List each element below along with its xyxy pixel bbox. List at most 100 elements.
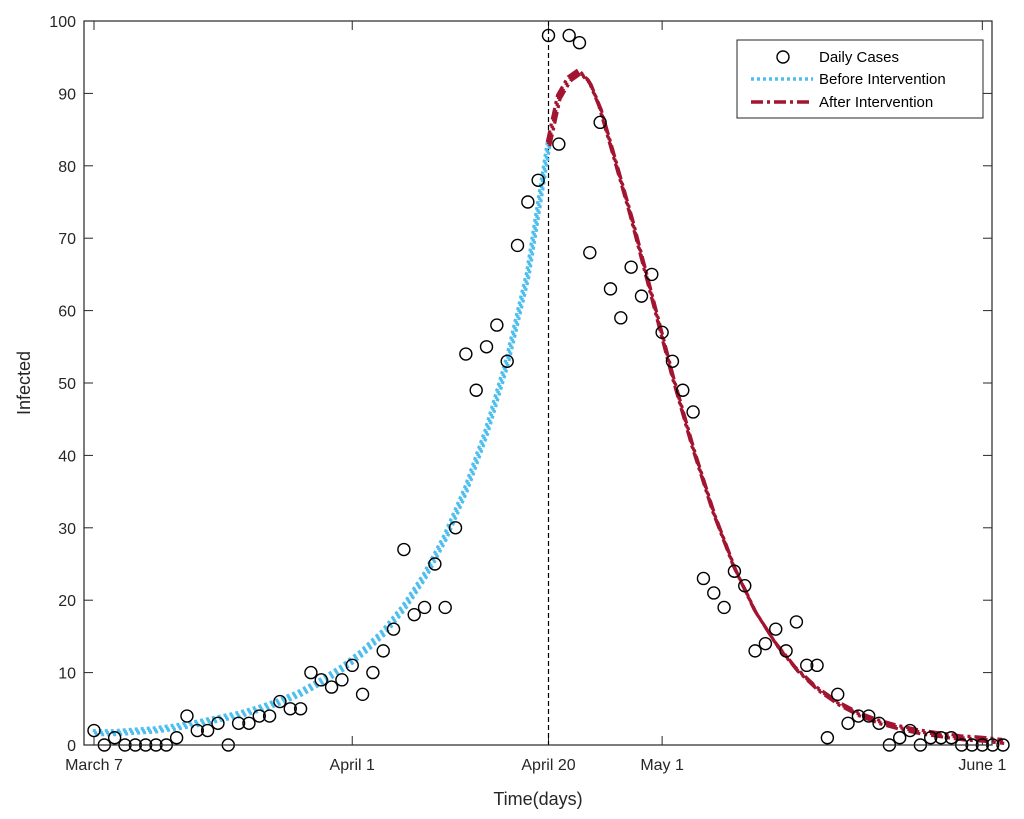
daily-case-point xyxy=(490,318,504,332)
daily-case-point xyxy=(862,709,876,723)
y-tick-label: 80 xyxy=(58,159,76,176)
daily-case-point xyxy=(614,311,628,325)
daily-case-point xyxy=(510,238,525,253)
daily-case-point xyxy=(335,673,349,687)
x-tick-label: April 1 xyxy=(330,757,375,774)
daily-case-point xyxy=(366,665,380,680)
daily-case-point xyxy=(552,137,566,151)
daily-case-point xyxy=(87,723,101,738)
y-tick-label: 100 xyxy=(49,14,76,31)
y-tick-label: 30 xyxy=(58,521,76,538)
before-intervention-curve-band-2 xyxy=(95,145,552,737)
daily-case-point xyxy=(758,636,773,651)
daily-case-point xyxy=(345,658,359,673)
daily-case-point xyxy=(738,579,752,593)
before-intervention-curve-band-0 xyxy=(92,141,549,733)
daily-case-point xyxy=(397,542,411,557)
daily-case-point xyxy=(469,383,483,397)
daily-case-point xyxy=(727,564,742,578)
daily-case-point xyxy=(603,282,618,296)
daily-case-point xyxy=(479,340,494,354)
daily-case-point xyxy=(624,260,638,274)
daily-case-point xyxy=(707,586,721,600)
before-intervention-curve xyxy=(94,143,551,735)
daily-case-point xyxy=(996,738,1010,752)
daily-case-point xyxy=(438,600,452,615)
daily-case-point xyxy=(107,731,122,745)
x-tick-label: June 1 xyxy=(958,757,1006,774)
y-tick-label: 90 xyxy=(58,86,76,103)
legend-marker-cases xyxy=(776,50,790,64)
daily-case-point xyxy=(800,658,814,673)
y-tick-label: 10 xyxy=(58,666,76,683)
legend-label-after: After Intervention xyxy=(819,94,933,111)
daily-case-point xyxy=(645,267,659,282)
y-tick-label: 40 xyxy=(58,448,76,465)
daily-case-point xyxy=(872,716,886,730)
daily-case-point xyxy=(810,658,824,673)
daily-case-point xyxy=(190,723,204,738)
daily-case-point xyxy=(169,731,184,745)
legend-label-before: Before Intervention xyxy=(819,71,946,88)
daily-case-point xyxy=(572,36,587,50)
plot-frame xyxy=(83,20,993,746)
daily-case-point xyxy=(283,702,297,716)
daily-case-point xyxy=(355,687,370,702)
daily-case-point xyxy=(428,557,442,571)
daily-case-point xyxy=(634,289,649,303)
y-axis-title: Infected xyxy=(14,351,34,415)
daily-case-point xyxy=(273,694,287,709)
y-tick-labels: 0 10 20 30 40 50 60 70 80 90 100 xyxy=(49,14,76,755)
daily-case-point xyxy=(500,354,514,368)
x-tick-labels: March 7 April 1 April 20 May 1 June 1 xyxy=(65,757,1006,774)
x-tick-label: April 20 xyxy=(521,757,575,774)
axis-ticks xyxy=(84,20,992,746)
daily-case-point xyxy=(376,644,390,658)
daily-case-point xyxy=(831,687,845,702)
daily-case-point xyxy=(314,673,328,687)
daily-case-point xyxy=(531,173,545,187)
daily-case-point xyxy=(944,731,959,745)
daily-case-point xyxy=(242,716,256,730)
daily-case-point xyxy=(769,622,783,636)
daily-case-point xyxy=(324,680,339,694)
daily-case-point xyxy=(686,405,700,419)
series-before-intervention xyxy=(92,141,552,737)
daily-case-point xyxy=(820,731,835,745)
daily-case-point xyxy=(903,723,917,738)
daily-case-point xyxy=(696,571,711,586)
y-tick-label: 20 xyxy=(58,593,76,610)
daily-case-point xyxy=(541,28,556,43)
daily-case-point xyxy=(211,716,225,730)
legend: Daily Cases Before Intervention After In… xyxy=(736,39,984,119)
daily-case-point xyxy=(521,195,535,209)
daily-case-point xyxy=(893,731,907,745)
plot-background xyxy=(84,21,992,745)
daily-case-point xyxy=(934,731,948,745)
daily-case-point xyxy=(779,644,793,658)
daily-case-point xyxy=(180,709,194,723)
daily-case-point xyxy=(717,600,731,615)
daily-case-point xyxy=(231,716,246,730)
daily-case-point xyxy=(459,347,473,361)
daily-case-point xyxy=(665,354,680,368)
y-tick-label: 0 xyxy=(67,738,76,755)
daily-case-point xyxy=(748,644,762,658)
daily-case-point xyxy=(655,325,669,340)
daily-case-point xyxy=(923,731,938,745)
legend-label-cases: Daily Cases xyxy=(819,49,899,66)
daily-case-point xyxy=(417,600,432,615)
daily-case-point xyxy=(583,245,597,260)
y-tick-label: 70 xyxy=(58,231,76,248)
daily-case-point xyxy=(562,28,576,43)
daily-case-point xyxy=(789,615,804,629)
daily-case-point xyxy=(304,665,318,680)
x-tick-label: May 1 xyxy=(640,757,684,774)
daily-case-point xyxy=(200,723,215,738)
daily-case-point xyxy=(593,115,607,130)
y-tick-label: 50 xyxy=(58,376,76,393)
y-tick-label: 60 xyxy=(58,304,76,321)
daily-case-point xyxy=(252,709,266,723)
daily-case-point xyxy=(448,521,463,535)
